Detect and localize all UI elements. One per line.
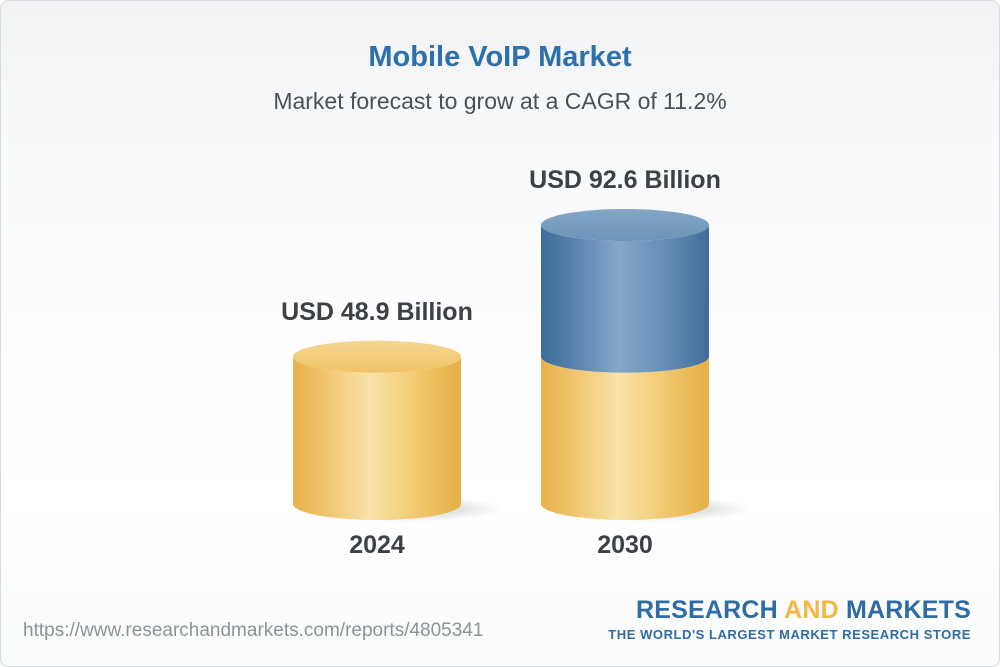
cylinder-body-2024 — [293, 356, 461, 520]
research-and-markets-logo: RESEARCH AND MARKETS THE WORLD'S LARGEST… — [608, 596, 971, 642]
report-url-link[interactable]: https://www.researchandmarkets.com/repor… — [23, 620, 484, 641]
cylinder-top-2030 — [541, 209, 709, 241]
category-label-2024: 2024 — [349, 531, 405, 559]
logo-tagline: THE WORLD'S LARGEST MARKET RESEARCH STOR… — [608, 626, 971, 642]
logo-word-and: AND — [784, 596, 839, 624]
chart-subtitle: Market forecast to grow at a CAGR of 11.… — [273, 88, 727, 114]
cylinder-top-2024 — [293, 340, 461, 373]
logo-wordmark: RESEARCH AND MARKETS — [608, 596, 971, 625]
value-label-2024: USD 48.9 Billion — [281, 298, 473, 326]
value-label-2030: USD 92.6 Billion — [529, 166, 721, 194]
logo-word-research: RESEARCH — [635, 596, 778, 624]
cylinder-base-segment-2030 — [541, 356, 709, 520]
logo-word-markets: MARKETS — [845, 596, 971, 624]
chart-title: Mobile VoIP Market — [368, 41, 632, 73]
cylinder-growth-segment-2030 — [541, 225, 709, 373]
category-label-2030: 2030 — [597, 531, 653, 559]
